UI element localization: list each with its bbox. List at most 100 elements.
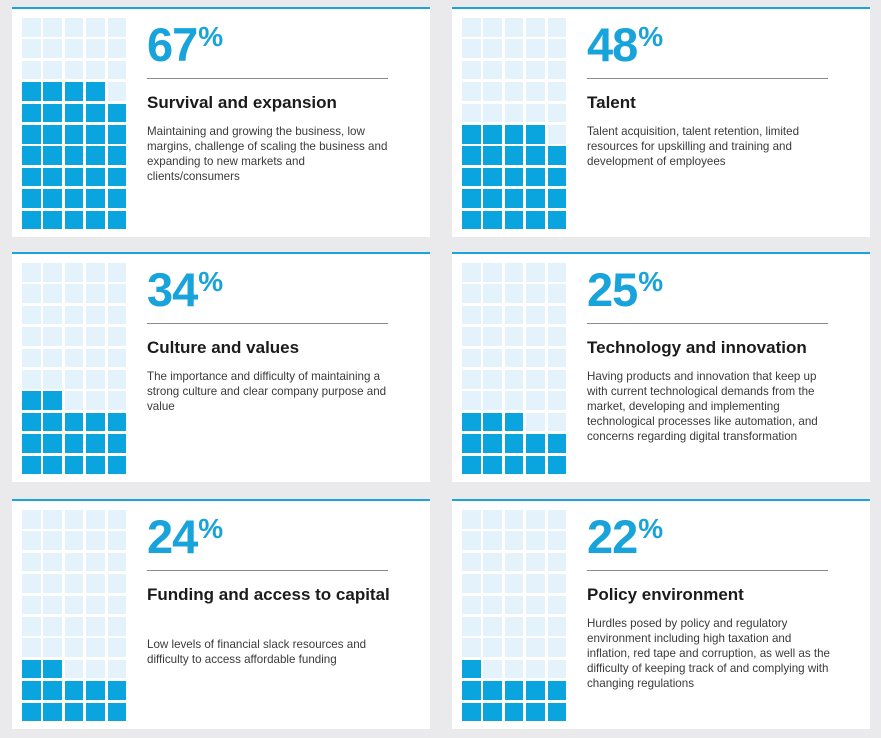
waffle-cell-filled	[483, 189, 502, 208]
percent-value: 67%	[147, 21, 223, 68]
waffle-cell-empty	[64, 659, 84, 679]
waffle-cell-empty	[22, 327, 41, 346]
waffle-cell-empty	[483, 327, 502, 346]
percent-sign: %	[198, 513, 224, 544]
waffle-cell-filled	[504, 434, 524, 453]
percent-number: 25	[587, 263, 638, 316]
waffle-cell-empty	[86, 574, 105, 593]
waffle-cell-empty	[547, 510, 567, 529]
waffle-cell-empty	[107, 284, 127, 303]
waffle-cell-filled	[547, 702, 567, 722]
waffle-cell-filled	[22, 391, 41, 410]
waffle-cell-filled	[107, 702, 127, 722]
waffle-cell-filled	[22, 82, 41, 101]
waffle-cell-empty	[107, 327, 127, 346]
waffle-cell-filled	[86, 455, 105, 475]
percent-value: 34%	[147, 266, 223, 313]
waffle-cell-filled	[64, 167, 84, 187]
waffle-cell-filled	[526, 189, 545, 208]
waffle-cell-filled	[483, 125, 502, 144]
divider	[147, 78, 388, 79]
waffle-cell-empty	[526, 263, 545, 282]
waffle-cell-empty	[526, 391, 545, 410]
waffle-cell-empty	[504, 18, 524, 37]
waffle-cell-empty	[43, 348, 62, 368]
waffle-cell-empty	[462, 18, 481, 37]
waffle-cell-empty	[43, 60, 62, 80]
waffle-cell-empty	[86, 510, 105, 529]
waffle-cell-empty	[64, 531, 84, 550]
waffle-cell-filled	[462, 189, 481, 208]
waffle-cell-empty	[504, 370, 524, 389]
waffle-cell-empty	[504, 305, 524, 325]
waffle-cell-filled	[526, 681, 545, 700]
waffle-grid	[462, 263, 569, 477]
waffle-cell-filled	[526, 210, 545, 230]
waffle-cell-empty	[526, 638, 545, 657]
waffle-cell-empty	[43, 595, 62, 615]
waffle-cell-empty	[462, 510, 481, 529]
waffle-cell-empty	[462, 103, 481, 123]
waffle-cell-empty	[86, 552, 105, 572]
waffle-cell-empty	[64, 284, 84, 303]
card-talent: 48% Talent Talent acquisition, talent re…	[452, 7, 870, 237]
waffle-cell-filled	[22, 412, 41, 432]
waffle-cell-filled	[547, 210, 567, 230]
card-title: Culture and values	[147, 338, 300, 357]
waffle-cell-empty	[86, 348, 105, 368]
waffle-cell-filled	[64, 146, 84, 165]
waffle-cell-empty	[107, 552, 127, 572]
waffle-cell-empty	[526, 412, 545, 432]
card-title: Survival and expansion	[147, 93, 337, 112]
waffle-cell-empty	[462, 370, 481, 389]
waffle-cell-empty	[483, 263, 502, 282]
waffle-cell-filled	[462, 167, 481, 187]
waffle-cell-empty	[526, 60, 545, 80]
waffle-cell-filled	[504, 681, 524, 700]
waffle-cell-filled	[22, 103, 41, 123]
waffle-cell-filled	[547, 167, 567, 187]
waffle-cell-empty	[504, 617, 524, 636]
waffle-cell-empty	[22, 263, 41, 282]
waffle-cell-empty	[22, 284, 41, 303]
waffle-cell-empty	[107, 510, 127, 529]
waffle-cell-filled	[462, 681, 481, 700]
waffle-grid	[22, 263, 129, 477]
waffle-cell-empty	[22, 510, 41, 529]
divider	[587, 323, 828, 324]
waffle-cell-empty	[107, 659, 127, 679]
waffle-cell-filled	[462, 659, 481, 679]
waffle-grid	[22, 18, 129, 232]
waffle-cell-empty	[64, 552, 84, 572]
waffle-cell-empty	[547, 412, 567, 432]
waffle-cell-empty	[462, 638, 481, 657]
waffle-cell-empty	[462, 305, 481, 325]
waffle-cell-empty	[22, 617, 41, 636]
waffle-cell-filled	[462, 455, 481, 475]
waffle-cell-filled	[504, 146, 524, 165]
card-title: Technology and innovation	[587, 338, 807, 357]
waffle-cell-empty	[64, 348, 84, 368]
waffle-cell-filled	[483, 702, 502, 722]
waffle-cell-empty	[547, 18, 567, 37]
waffle-cell-filled	[43, 434, 62, 453]
card-culture-values: 34% Culture and values The importance an…	[12, 252, 430, 482]
waffle-cell-empty	[526, 327, 545, 346]
waffle-cell-filled	[107, 146, 127, 165]
waffle-cell-empty	[526, 595, 545, 615]
waffle-cell-empty	[43, 617, 62, 636]
waffle-cell-filled	[22, 189, 41, 208]
waffle-cell-empty	[107, 574, 127, 593]
waffle-cell-empty	[22, 531, 41, 550]
waffle-cell-empty	[462, 39, 481, 58]
waffle-cell-filled	[107, 125, 127, 144]
waffle-cell-empty	[86, 595, 105, 615]
waffle-cell-empty	[86, 284, 105, 303]
waffle-cell-empty	[64, 638, 84, 657]
waffle-cell-empty	[43, 638, 62, 657]
percent-sign: %	[638, 266, 664, 297]
waffle-cell-empty	[22, 305, 41, 325]
percent-number: 22	[587, 510, 638, 563]
waffle-cell-empty	[504, 659, 524, 679]
waffle-cell-empty	[483, 595, 502, 615]
